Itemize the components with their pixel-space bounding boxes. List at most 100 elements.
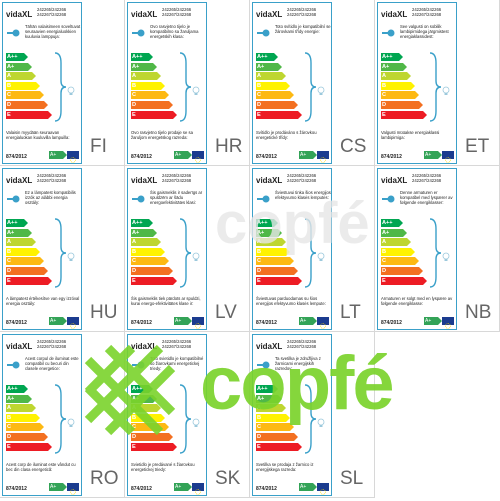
energy-class-bar: D [131,433,173,441]
eu-flag-icon [317,151,329,163]
label-cell-lt: vidaXL 242265/242266 242267/242268 Šviestuv… [250,166,375,332]
compatible-classes-brace-icon [53,217,67,289]
energy-class-bar: B [256,81,290,90]
regulation-number: 874/2012 [131,320,152,326]
regulation-number: 874/2012 [381,154,402,160]
label-cell-hr: vidaXL 242265/242266 242267/242268 Ovo rasv… [125,0,250,166]
energy-class-bar: A [256,404,286,413]
bulb-icon [67,415,75,427]
lamp-icon [132,25,146,37]
energy-class-bar: D [6,433,48,441]
included-bulb-class-arrow: A+ [299,483,317,491]
language-code: SL [340,468,364,489]
model-number: 242265/242266 [37,173,67,178]
lamp-icon [257,357,271,369]
energy-class-scale: A++ A+ A B C D E [131,219,177,287]
included-bulb-text: Šviestuvas parduodamas su šios energijos… [256,296,326,306]
energy-class-scale: A++ A+ A B C D E [381,219,427,287]
model-number: 242265/242266 [37,339,67,344]
energy-class-bar: A+ [256,394,282,403]
energy-class-bar: B [131,81,165,90]
brand-name: vidaXL [6,342,33,351]
eu-flag-icon [192,317,204,329]
lamp-icon [132,357,146,369]
model-numbers: 242265/242266 242267/242268 [162,339,191,349]
language-code: LV [215,302,237,323]
energy-class-bar: A++ [381,219,403,227]
included-bulb-class-arrow: A+ [174,317,192,325]
energy-class-bar: C [381,257,419,266]
energy-class-bar: D [381,101,423,109]
energy-class-scale: A++ A+ A B C D E [381,53,427,121]
energy-class-bar: C [6,257,44,266]
energy-class-bar: D [256,101,298,109]
included-bulb-class-arrow: A+ [299,317,317,325]
label-cell-hu: vidaXL 242265/242266 242267/242268 Ez a lám… [0,166,125,332]
energy-class-bar: E [256,276,302,285]
bulb-icon [192,415,200,427]
included-bulb-text: Valgusti müüakse energiaklassi lambipirn… [381,130,440,140]
language-code: SK [215,468,241,489]
model-numbers: 242265/242266 242267/242268 [37,173,66,183]
brand-name: vidaXL [131,342,158,351]
included-bulb-text: Valaisin myydään seuraavan energialuokan… [6,130,70,140]
compatibility-text: Ovo rasvjetno tijelo je kompatibilno sa … [150,24,199,39]
eu-flag-icon [442,317,454,329]
energy-label: vidaXL 242265/242266 242267/242268 Ovo rasv… [127,2,207,164]
regulation-number: 874/2012 [256,486,277,492]
energy-class-bar: A [131,238,161,247]
model-numbers: 242265/242266 242267/242268 [412,7,441,17]
energy-class-bar: E [6,442,52,451]
energy-class-bar: A+ [6,62,32,71]
bulb-icon [67,249,75,261]
energy-class-bar: B [131,247,165,256]
energy-label: vidaXL 242265/242266 242267/242268 Ta sveti… [252,334,332,496]
energy-label: vidaXL 242265/242266 242267/242268 Ez a lám… [2,168,82,330]
energy-label: vidaXL 242265/242266 242267/242268 Tähän va… [2,2,82,164]
energy-label: vidaXL 242265/242266 242267/242268 Toto svi… [127,334,207,496]
energy-class-bar: E [131,276,177,285]
energy-class-bar: C [131,91,169,100]
compatible-classes-brace-icon [303,217,317,289]
energy-class-bar: D [6,101,48,109]
energy-class-bar: A++ [131,53,153,61]
energy-class-bar: A+ [131,394,157,403]
energy-class-scale: A++ A+ A B C D E [131,53,177,121]
lamp-icon [7,191,21,203]
energy-class-bar: A++ [6,219,28,227]
energy-class-scale: A++ A+ A B C D E [6,385,52,453]
included-bulb-class-arrow: A+ [174,483,192,491]
energy-label: vidaXL 242265/242266 242267/242268 Šviestuv… [252,168,332,330]
compatibility-text: Acest corpul de iluminat este compatibil… [25,356,79,371]
energy-class-bar: E [6,110,52,119]
model-numbers: 242265/242266 242267/242268 [37,7,66,17]
energy-class-bar: C [131,423,169,432]
model-number: 242267/242268 [287,344,317,349]
energy-label: vidaXL 242265/242266 242267/242268 Šis gais… [127,168,207,330]
energy-class-bar: C [6,423,44,432]
energy-class-bar: D [6,267,48,275]
regulation-number: 874/2012 [131,486,152,492]
energy-class-bar: A++ [6,53,28,61]
bulb-icon [317,249,325,261]
language-code: LT [340,302,361,323]
model-numbers: 242265/242266 242267/242268 [287,339,316,349]
eu-flag-icon [67,317,79,329]
language-code: RO [90,468,119,489]
regulation-number: 874/2012 [256,320,277,326]
energy-class-bar: A [6,72,36,81]
included-bulb-class-arrow: A+ [49,317,67,325]
included-bulb-class-arrow: A+ [424,151,442,159]
energy-class-bar: E [6,276,52,285]
bulb-icon [317,83,325,95]
energy-class-bar: A++ [256,53,278,61]
energy-class-bar: E [256,442,302,451]
energy-class-bar: A++ [131,385,153,393]
energy-class-scale: A++ A+ A B C D E [256,385,302,453]
included-bulb-class-arrow: A+ [49,151,67,159]
energy-class-bar: E [381,276,427,285]
energy-class-bar: E [131,110,177,119]
brand-name: vidaXL [381,10,408,19]
model-numbers: 242265/242266 242267/242268 [287,173,316,183]
model-number: 242267/242268 [287,178,317,183]
